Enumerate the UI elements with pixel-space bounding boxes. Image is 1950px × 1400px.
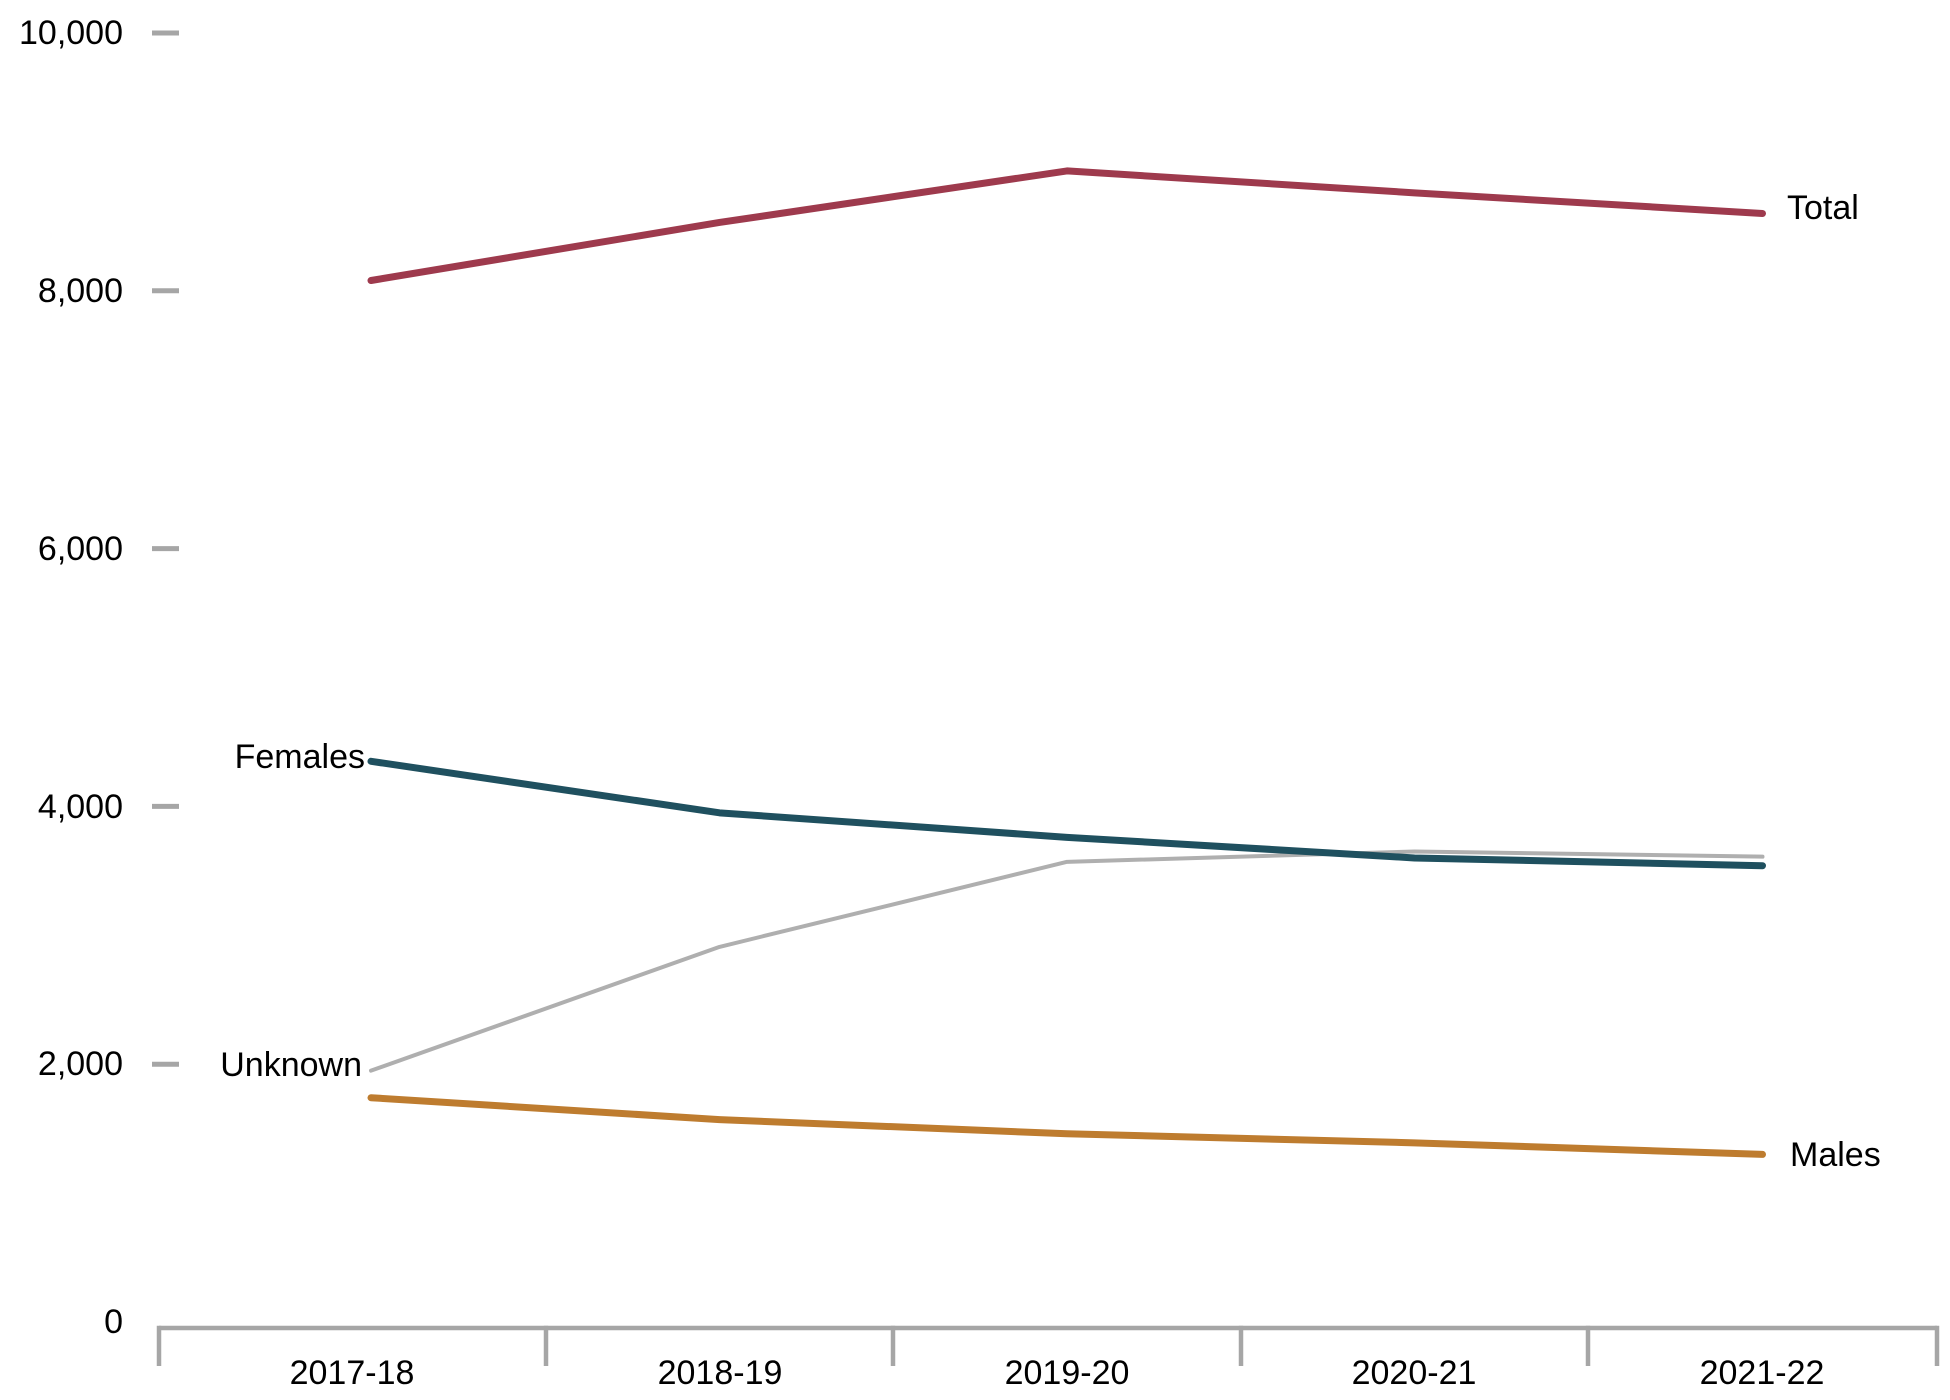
series-label-unknown: Unknown xyxy=(220,1046,362,1084)
x-tick-label-2021-22: 2021-22 xyxy=(1699,1354,1825,1392)
series-line-unknown xyxy=(369,849,1765,1073)
y-tick-label-2000: 2,000 xyxy=(37,1045,123,1083)
series-line-males xyxy=(367,1094,1766,1158)
x-tick-label-2019-20: 2019-20 xyxy=(1004,1354,1130,1392)
y-tick-label-10000: 10,000 xyxy=(19,14,123,52)
series-label-females: Females xyxy=(234,738,365,776)
series-label-total: Total xyxy=(1787,189,1859,227)
y-tick-label-8000: 8,000 xyxy=(37,272,123,310)
y-tick-label-4000: 4,000 xyxy=(37,788,123,826)
series-line-females xyxy=(367,757,1766,870)
y-tick-label-0: 0 xyxy=(104,1303,123,1341)
series-label-males: Males xyxy=(1790,1136,1881,1174)
x-tick-label-2020-21: 2020-21 xyxy=(1351,1354,1477,1392)
y-tick-label-6000: 6,000 xyxy=(37,530,123,568)
x-tick-label-2018-19: 2018-19 xyxy=(657,1354,783,1392)
x-tick-label-2017-18: 2017-18 xyxy=(289,1354,415,1392)
series-line-total xyxy=(367,167,1766,284)
